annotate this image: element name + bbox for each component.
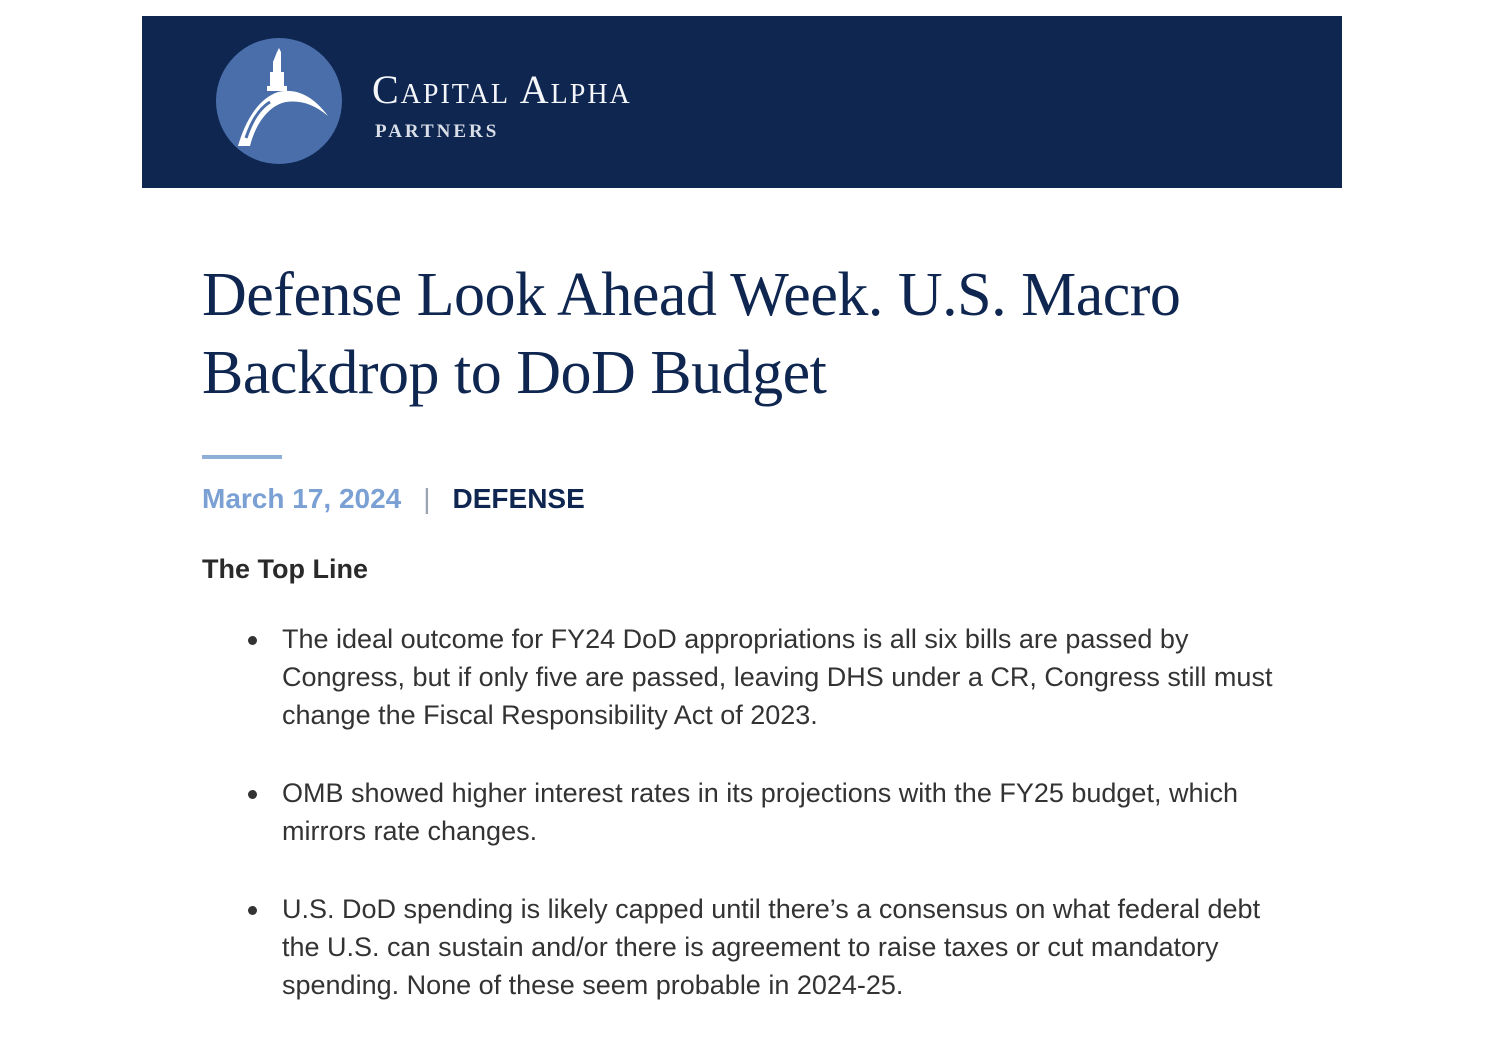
publish-date: March 17, 2024 <box>202 483 402 514</box>
bullet-dot-icon <box>248 636 257 645</box>
list-item-text: OMB showed higher interest rates in its … <box>282 778 1238 846</box>
list-item: U.S. DoD spending is likely capped until… <box>242 890 1292 1004</box>
list-item-text: The ideal outcome for FY24 DoD appropria… <box>282 624 1273 730</box>
top-line-list: The ideal outcome for FY24 DoD appropria… <box>242 620 1292 1044</box>
header-banner: Capital Alpha PARTNERS <box>142 16 1342 188</box>
title-divider <box>202 455 282 459</box>
section-heading: The Top Line <box>202 554 368 584</box>
article-meta: March 17, 2024 | DEFENSE <box>202 482 585 516</box>
brand-subtitle: PARTNERS <box>375 121 500 142</box>
list-item-text: U.S. DoD spending is likely capped until… <box>282 894 1261 1000</box>
brand-name: Capital Alpha <box>372 67 632 112</box>
capitol-dome-icon <box>216 38 342 164</box>
bullet-dot-icon <box>248 790 257 799</box>
bullet-dot-icon <box>248 906 257 915</box>
category-label[interactable]: DEFENSE <box>452 483 585 514</box>
list-item: The ideal outcome for FY24 DoD appropria… <box>242 620 1292 734</box>
list-item: OMB showed higher interest rates in its … <box>242 774 1292 850</box>
article-title: Defense Look Ahead Week. U.S. Macro Back… <box>202 261 1181 407</box>
meta-separator: | <box>423 483 431 514</box>
